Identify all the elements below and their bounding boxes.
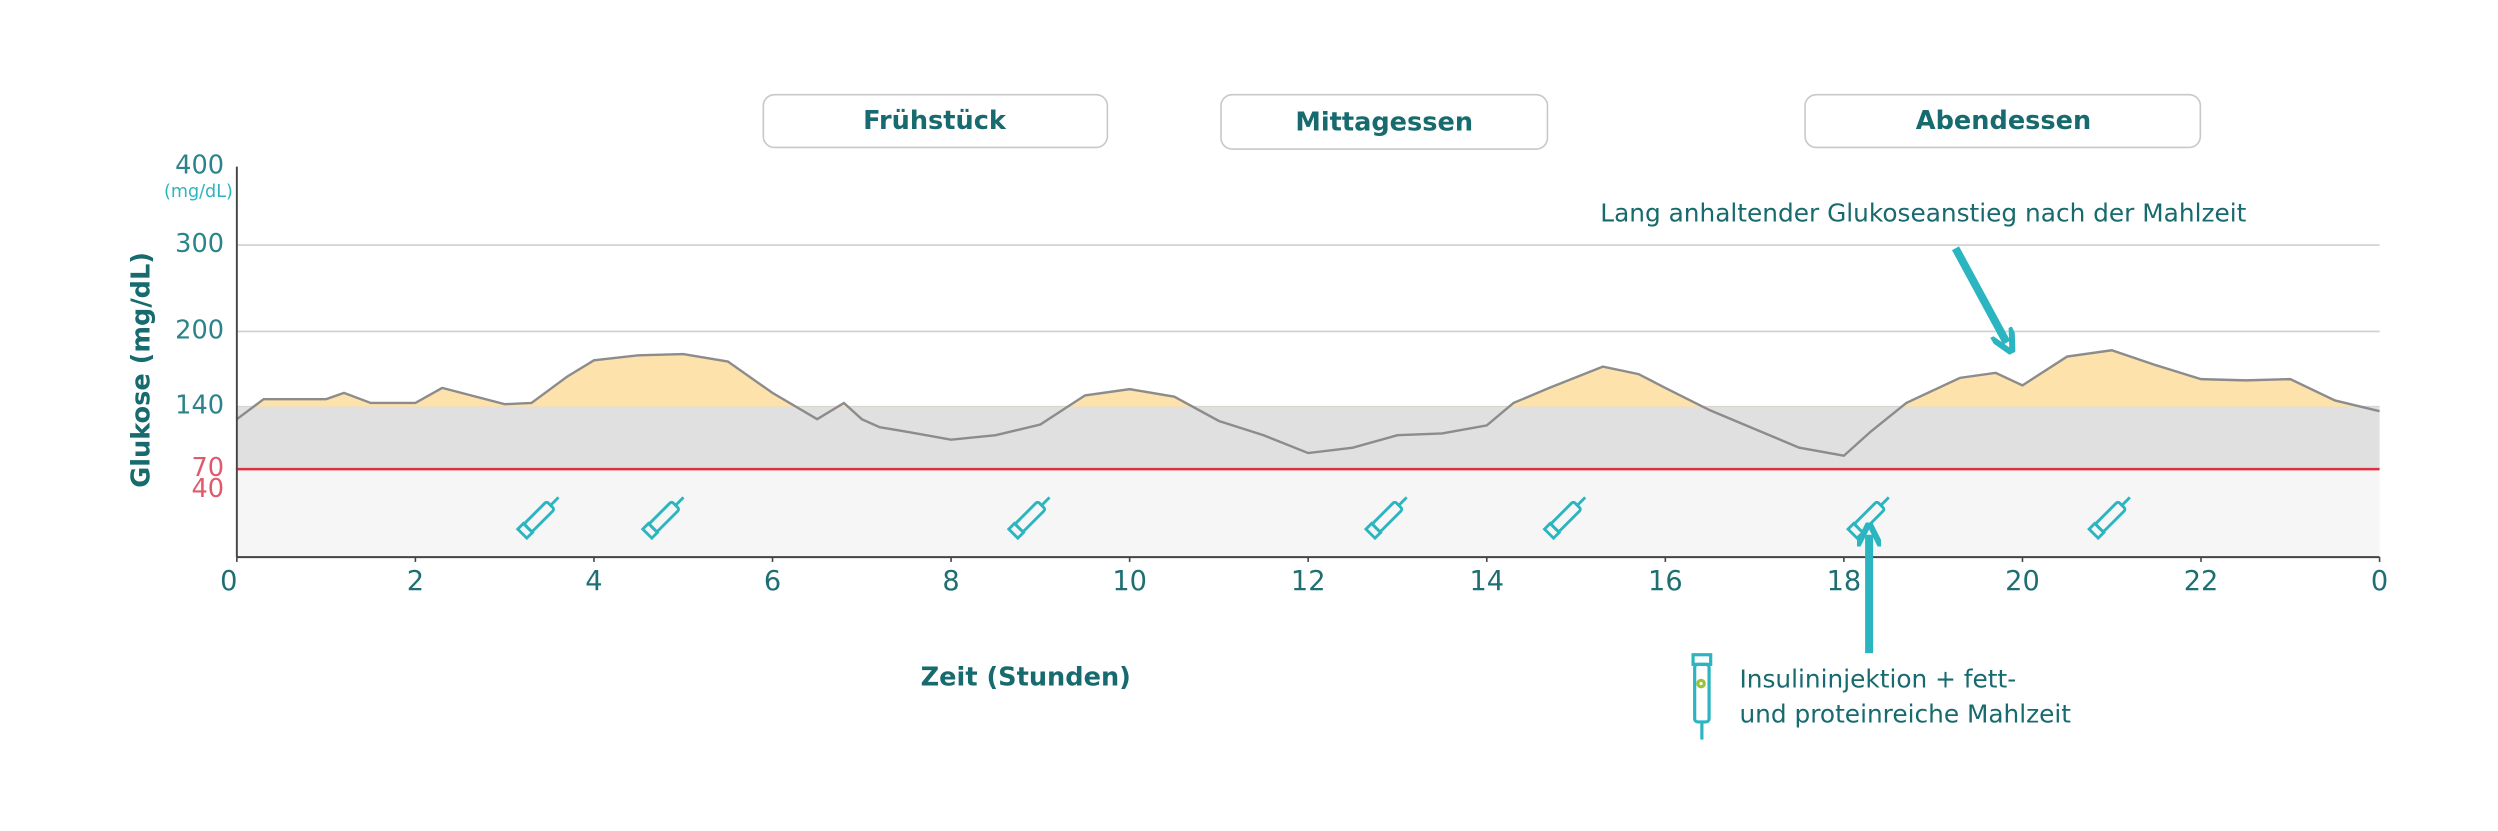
injection-icon — [515, 496, 560, 541]
legend-icon — [1691, 653, 1713, 740]
y-tick-label: 40 — [191, 474, 224, 504]
y-tick-label: 140 — [175, 391, 224, 421]
icon-needle — [1040, 496, 1051, 507]
icon-needle — [549, 496, 560, 507]
annotation: Lang anhaltender Glukoseanstieg nach der… — [1600, 199, 2246, 228]
y-tick-label: 70 — [191, 453, 224, 483]
y-tick-label: 200 — [175, 315, 224, 345]
icon-body — [1371, 500, 1404, 533]
meal-label: Frühstück — [863, 106, 1007, 136]
icon-body — [648, 500, 680, 533]
injection-icon — [1363, 496, 1408, 541]
injection-icon — [1542, 496, 1587, 541]
icon-body — [1014, 500, 1047, 533]
x-tick-label: 12 — [1291, 566, 1326, 597]
meal-boxes: Frühstück Mittagessen Abendessen — [762, 93, 2202, 150]
meal-box — [762, 93, 1109, 149]
high-area — [236, 350, 2380, 407]
x-tick-label: 8 — [942, 566, 959, 597]
icon-needle — [674, 496, 685, 507]
y-tick-label: 300 — [175, 229, 224, 259]
injection-icon — [2087, 496, 2131, 541]
target-band — [236, 406, 2380, 470]
icon-needle — [1576, 496, 1587, 507]
x-tick-label: 14 — [1469, 566, 1504, 597]
x-tick-label: 10 — [1112, 566, 1147, 597]
meal-label: Abendessen — [1916, 106, 2091, 136]
y-tick-label: 400 — [175, 151, 224, 181]
injection-icon — [640, 496, 685, 541]
legend-text: und proteinreiche Mahlzeit — [1739, 700, 2071, 729]
meal-label: Mittagessen — [1295, 107, 1473, 137]
y-unit: (mg/dL) — [164, 182, 233, 202]
x-tick-label: 0 — [220, 566, 237, 597]
legend-text: Insulininjektion + fett- — [1739, 664, 2016, 693]
x-tick-label: 4 — [585, 566, 602, 597]
x-tick-label: 0 — [2371, 566, 2388, 597]
x-tick-label: 22 — [2184, 566, 2219, 597]
icon-body — [1550, 500, 1582, 533]
x-tick-label: 18 — [1827, 566, 1862, 597]
icon-needle — [2120, 496, 2131, 507]
x-tick-label: 6 — [764, 566, 781, 597]
x-axis-label: Zeit (Stunden) — [921, 663, 1131, 693]
meal-box — [1220, 93, 1549, 150]
annotation-arrow — [1951, 246, 2007, 342]
meal-box — [1804, 93, 2202, 149]
icon-needle — [1879, 496, 1890, 507]
x-tick-label: 16 — [1648, 566, 1683, 597]
icon-needle — [1397, 496, 1408, 507]
glucose-line — [236, 349, 2380, 458]
y-axis-label: Glukose (mg/dL) — [126, 252, 156, 488]
injection-icon — [1006, 496, 1051, 541]
x-tick-label: 20 — [2005, 566, 2040, 597]
x-tick-label: 2 — [407, 566, 424, 597]
low-band — [236, 469, 2380, 558]
